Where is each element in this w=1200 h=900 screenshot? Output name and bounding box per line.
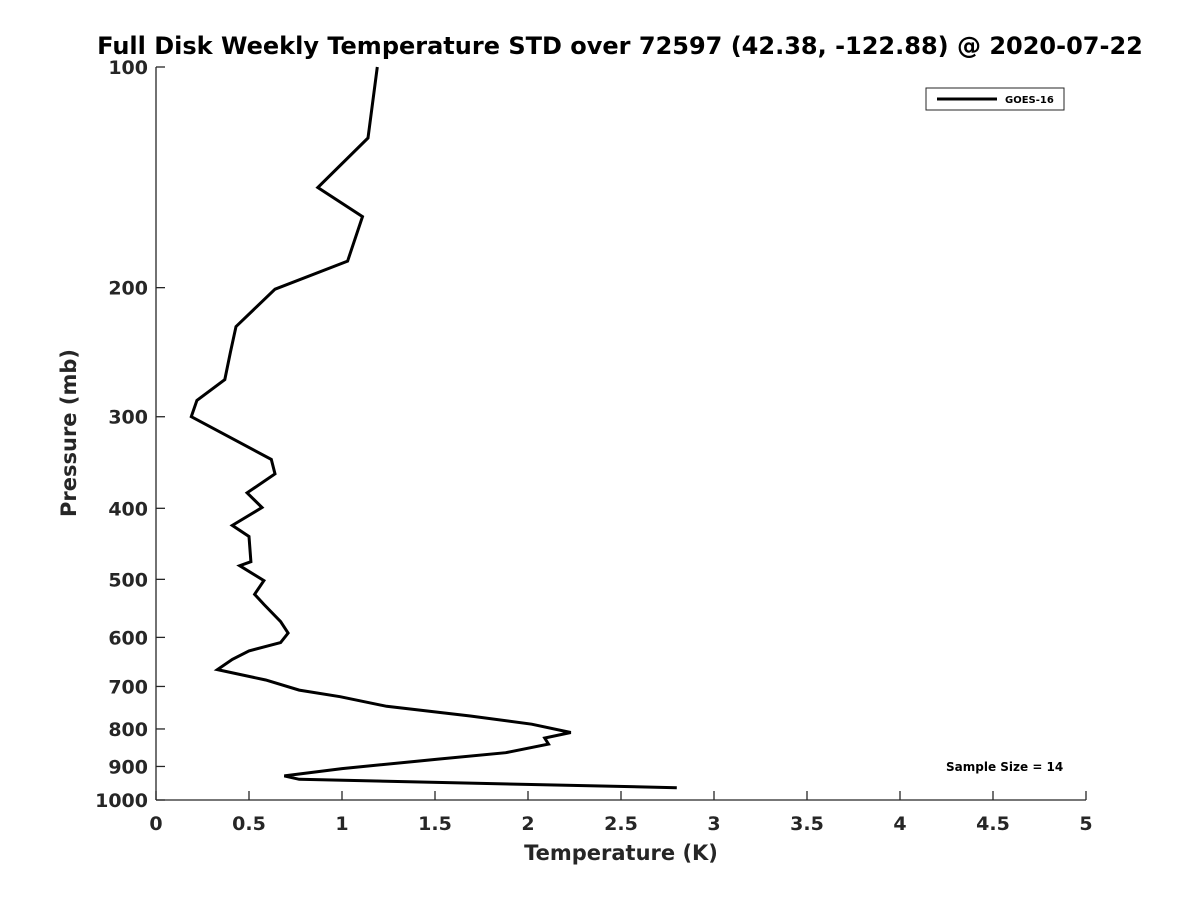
- x-tick-label: 0.5: [232, 813, 266, 835]
- x-tick-label: 0: [149, 813, 162, 835]
- x-tick-label: 2.5: [604, 813, 638, 835]
- legend-label-goes-16: GOES-16: [1005, 95, 1054, 106]
- y-tick-label: 300: [108, 407, 148, 429]
- x-tick-label: 5: [1079, 813, 1092, 835]
- legend: GOES-16: [925, 87, 1065, 111]
- y-tick-label: 600: [108, 627, 148, 649]
- y-tick-label: 700: [108, 676, 148, 698]
- sample-size-annotation: Sample Size = 14: [946, 760, 1063, 774]
- y-tick-label: 900: [108, 756, 148, 778]
- series-group: [189, 66, 677, 790]
- y-tick-label: 1000: [95, 790, 148, 812]
- y-tick-label: 400: [108, 498, 148, 520]
- y-axis-label: Pressure (mb): [57, 349, 81, 517]
- x-axis-ticks: 0 0.5 1 1.5 2 2.5 3 3.5 4 4.5 5: [149, 791, 1093, 835]
- y-axis-ticks: 100 200 300 400 500 600 700 800 900 1000: [95, 57, 165, 812]
- x-axis-label: Temperature (K): [524, 841, 718, 865]
- x-tick-label: 1.5: [418, 813, 452, 835]
- x-tick-label: 3.5: [790, 813, 824, 835]
- y-tick-label: 800: [108, 719, 148, 741]
- x-tick-label: 1: [335, 813, 348, 835]
- x-tick-label: 3: [707, 813, 720, 835]
- series-line-goes-16: [189, 66, 677, 790]
- x-tick-label: 4.5: [976, 813, 1010, 835]
- x-tick-label: 2: [521, 813, 534, 835]
- chart-title: Full Disk Weekly Temperature STD over 72…: [97, 32, 1143, 60]
- y-tick-label: 500: [108, 569, 148, 591]
- x-tick-label: 4: [893, 813, 906, 835]
- y-tick-label: 200: [108, 278, 148, 300]
- y-tick-label: 100: [108, 57, 148, 79]
